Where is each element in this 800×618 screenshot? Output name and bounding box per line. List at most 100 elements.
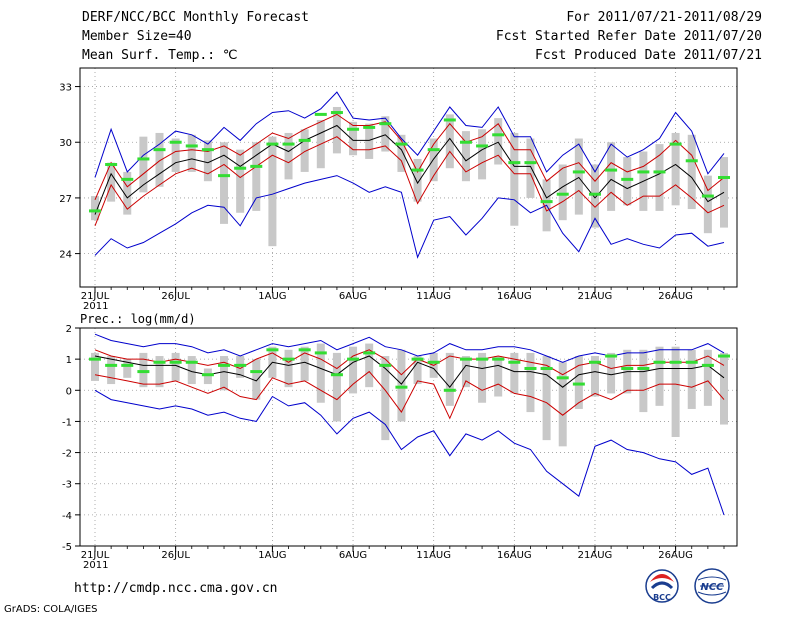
spread-box	[139, 352, 148, 388]
spread-box	[316, 343, 325, 403]
min-line	[94, 389, 725, 516]
x-tick-label: 6AUG	[339, 291, 367, 302]
mean-line	[94, 124, 725, 215]
median-marker	[282, 357, 295, 361]
plot-frame	[79, 327, 738, 547]
median-marker	[411, 357, 424, 361]
median-marker	[443, 118, 456, 122]
spread-box	[687, 349, 696, 409]
median-marker	[218, 363, 231, 367]
spread-box	[687, 134, 696, 210]
median-marker	[363, 125, 376, 129]
median-marker	[508, 360, 521, 364]
max-line	[94, 91, 725, 178]
spread-box	[381, 116, 390, 152]
x-tick-label: 26AUG	[658, 291, 693, 302]
median-marker	[701, 363, 714, 367]
spread-box	[203, 140, 212, 182]
y-tick-label: -3	[62, 480, 72, 491]
median-marker	[298, 138, 311, 142]
median-marker	[250, 370, 263, 374]
spread-box	[155, 356, 164, 388]
spread-box	[397, 349, 406, 422]
spread-box	[236, 149, 245, 213]
median-marker	[588, 360, 601, 364]
spread-box	[155, 132, 164, 187]
median-marker	[153, 148, 166, 152]
median-marker	[185, 360, 198, 364]
median-marker	[201, 373, 214, 377]
median-marker	[201, 148, 214, 152]
median-marker	[266, 348, 279, 352]
y-tick-label: -4	[62, 511, 72, 522]
median-marker	[250, 164, 263, 168]
spread-box	[236, 356, 245, 378]
median-marker	[492, 357, 505, 361]
spread-box	[590, 164, 599, 228]
median-marker	[121, 363, 134, 367]
spread-box	[494, 356, 503, 397]
y-tick-label: 33	[59, 83, 72, 94]
median-marker	[169, 360, 182, 364]
spread-box	[429, 138, 438, 182]
median-marker	[314, 112, 327, 116]
spread-box	[655, 144, 664, 211]
spread-box	[510, 352, 519, 394]
spread-box	[574, 356, 583, 409]
median-marker	[524, 366, 537, 370]
source-url[interactable]: http://cmdp.ncc.cma.gov.cn	[74, 581, 278, 596]
median-marker	[427, 148, 440, 152]
x-tick-label: 6AUG	[339, 550, 367, 561]
median-marker	[379, 363, 392, 367]
spread-box	[284, 349, 293, 388]
median-marker	[266, 142, 279, 146]
x-tick-label: 1AUG	[258, 291, 286, 302]
spread-box	[300, 129, 309, 172]
median-marker	[121, 177, 134, 181]
spread-box	[187, 134, 196, 172]
median-marker	[556, 192, 569, 196]
spread-box	[655, 346, 664, 406]
median-marker	[492, 133, 505, 137]
spread-box	[300, 346, 309, 381]
ncc-logo: NCC	[694, 568, 730, 604]
spread-box	[397, 134, 406, 172]
spread-box	[510, 132, 519, 226]
median-marker	[540, 366, 553, 370]
forecast-period: For 2011/07/21-2011/08/29	[566, 10, 762, 25]
median-marker	[298, 348, 311, 352]
median-marker	[605, 168, 618, 172]
spread-box	[107, 356, 116, 385]
median-marker	[169, 140, 182, 144]
median-marker	[588, 192, 601, 196]
spread-box	[542, 356, 551, 441]
median-marker	[89, 209, 101, 213]
median-marker	[572, 170, 585, 174]
y-tick-label: -5	[62, 542, 72, 553]
x-tick-label: 16AUG	[497, 291, 532, 302]
year-label: 2011	[83, 301, 108, 312]
median-marker	[89, 357, 101, 361]
median-marker	[234, 363, 247, 367]
median-marker	[476, 357, 489, 361]
spread-box	[107, 162, 116, 202]
spread-box	[494, 118, 503, 165]
panel2-title: Prec.: log(mm/d)	[80, 312, 196, 326]
x-tick-label: 26JUL	[161, 291, 190, 302]
spread-box	[558, 164, 567, 221]
mean-line	[94, 355, 725, 389]
spread-box	[187, 356, 196, 385]
median-marker	[330, 373, 343, 377]
y-tick-label: 0	[66, 386, 72, 397]
grads-credit: GrADS: COLA/IGES	[4, 604, 98, 615]
started-date: Fcst Started Refer Date 2011/07/20	[495, 29, 762, 44]
spread-box	[365, 343, 374, 388]
std-lower-line	[94, 370, 725, 420]
ncc-logo-text: NCC	[700, 582, 724, 593]
median-marker	[685, 360, 698, 364]
spread-box	[91, 352, 99, 381]
precipitation-panel: -5 -4 -3 -2 -1 0 1 2 21JUL 26JUL 1AUG 6AUG 11AUG 16AU…	[62, 324, 738, 571]
median-marker	[218, 174, 231, 178]
median-marker	[395, 385, 408, 389]
